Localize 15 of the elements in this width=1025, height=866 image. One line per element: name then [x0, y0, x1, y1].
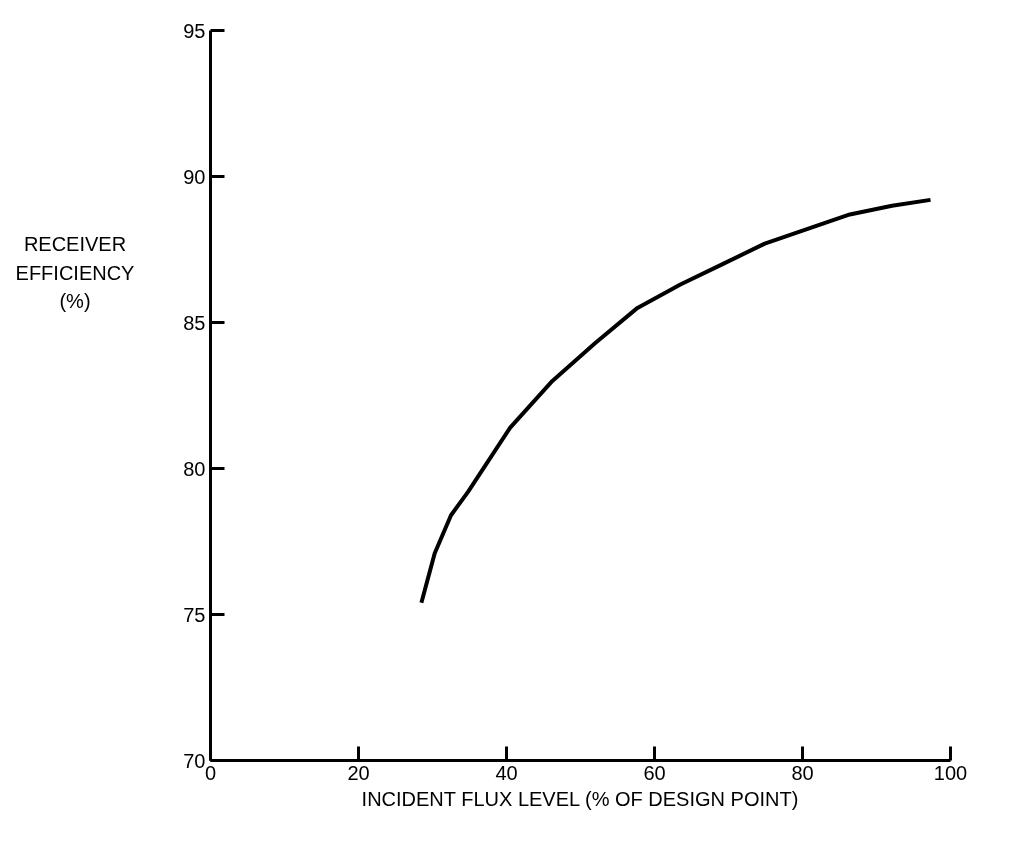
y-tick-label: 90 [183, 165, 206, 188]
x-tick-label: 20 [347, 761, 370, 784]
x-tick-label: 60 [643, 761, 666, 784]
x-tick-label: 0 [204, 761, 217, 784]
line-series [419, 197, 933, 605]
x-tick-label: 100 [933, 761, 968, 784]
x-tick-label: 80 [791, 761, 814, 784]
x-tick-label: 40 [495, 761, 518, 784]
y-tick-label: 75 [183, 603, 206, 626]
y-tick-label: 85 [183, 311, 206, 334]
y-tick-label: 70 [183, 749, 206, 772]
y-tick-label: 95 [183, 19, 206, 42]
y-tick-label: 80 [183, 457, 206, 480]
y-axis-title: RECEIVER EFFICIENCY (%) [15, 232, 135, 315]
x-axis-title: INCIDENT FLUX LEVEL (% OF DESIGN POINT) [361, 787, 799, 810]
